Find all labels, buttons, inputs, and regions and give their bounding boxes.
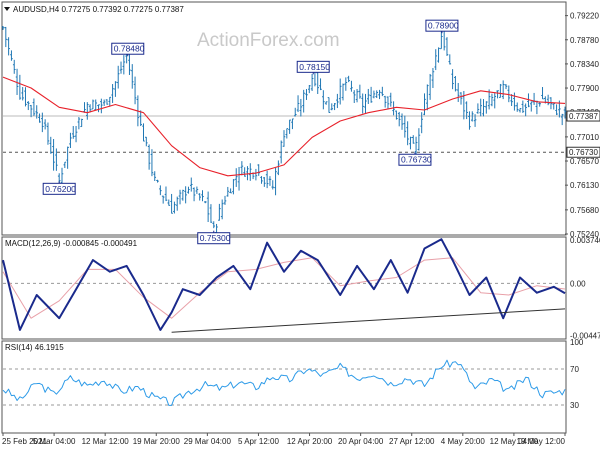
support-level-tag [566,146,600,158]
macd-layer: 0.003746 0.00 -0.004475 [2,236,600,340]
annotation-label: 0.78150 [299,62,330,72]
time-tick-label: 5 Mar 04:00 [33,437,76,446]
moving-average-line [2,76,566,177]
price-tick-label: 0.79220 [570,12,599,21]
price-tick-label: 0.78340 [570,60,599,69]
time-tick-label: 4 May 20:00 [441,437,486,446]
rsi-tick-label: 70 [570,365,579,374]
macd-tick-label: 0.003746 [570,236,600,245]
price-tick-label: 0.77900 [570,84,599,93]
price-tick-label: 0.76130 [570,181,599,190]
annotation-label: 0.78900 [428,21,459,31]
price-tick-label: 0.77010 [570,133,599,142]
watermark: ActionForex.com [197,30,340,51]
price-tick-label: 0.75240 [570,230,599,239]
price-tick-label: 0.76570 [570,157,599,166]
macd-tick-label: -0.004475 [570,331,600,340]
support-level-label: 0.76730 [569,148,598,157]
rsi-line [2,359,566,406]
price-bars [1,25,567,242]
time-tick-label: 12 Mar 12:00 [82,437,130,446]
macd-tick-label: 0.00 [570,279,586,288]
price-tick-label: 0.78780 [570,36,599,45]
rsi-header: RSI(14) 46.1915 [5,343,64,352]
annotation-box [42,182,76,195]
time-tick-label: 12 May 04:00 [490,437,539,446]
annotation-label: 0.78480 [114,44,145,54]
macd-panel [1,236,567,340]
annotation-label: 0.75300 [200,233,231,243]
rsi-layer: 100 70 30 [2,338,584,410]
time-tick-label: 19 Mar 20:00 [133,437,181,446]
annotation-label: 0.76730 [401,155,432,165]
time-tick-label: 5 Apr 12:00 [238,437,279,446]
time-tick-label: 20 Apr 04:00 [338,437,384,446]
rsi-tick-label: 100 [570,338,584,347]
macd-trendline [171,308,566,333]
time-tick-label: 25 Feb 2021 [2,437,47,446]
annotation-label: 0.76200 [45,184,76,194]
price-layer: 0.792200.787800.783400.779000.774600.770… [1,12,600,245]
annotation-box [111,42,145,55]
time-tick-label: 12 Apr 20:00 [287,437,333,446]
current-price-label: 0.77387 [569,112,598,121]
rsi-panel [1,340,567,434]
time-tick-label: 19 May 12:00 [517,437,566,446]
macd-signal-line [2,257,566,319]
annotation-box [425,19,459,32]
time-tick-label: 29 Mar 04:00 [184,437,232,446]
triangle-down-icon[interactable] [4,7,10,11]
symbol-header: AUDUSD,H4 0.77275 0.77392 0.77275 0.7738… [13,5,184,14]
annotation-box [296,60,330,73]
rsi-tick-label: 30 [570,401,579,410]
macd-line [2,238,566,331]
current-price-tag [566,110,600,122]
annotation-box [398,153,432,166]
annotation-box [197,232,231,245]
time-tick-label: 27 Apr 12:00 [389,437,435,446]
price-tick-label: 0.75680 [570,206,599,215]
macd-header: MACD(12,26,9) -0.000845 -0.000491 [5,239,138,248]
